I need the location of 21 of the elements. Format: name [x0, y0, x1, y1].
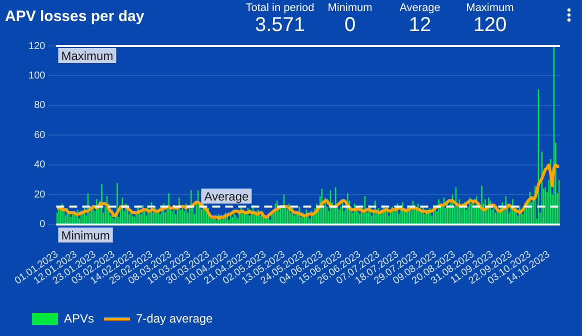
text: 120 — [472, 14, 508, 36]
legend-label: APVs — [64, 311, 94, 326]
text: 0 — [343, 14, 357, 36]
y-tick-label: 100 — [28, 70, 46, 82]
y-tick-label: 40 — [34, 160, 46, 171]
y-tick-label: 120 — [28, 40, 46, 52]
text: Average — [398, 2, 442, 14]
text: Minimum — [326, 2, 374, 14]
text: Total in period — [245, 2, 315, 14]
ref-line-label: Minimum — [61, 228, 110, 242]
y-tick-label: 80 — [34, 100, 46, 112]
y-tick-label: 60 — [34, 130, 46, 141]
chart-title: APV losses per day — [5, 8, 144, 25]
legend-label: 7-day average — [136, 311, 214, 326]
ref-line-label: Average — [204, 189, 250, 204]
y-tick-label: 20 — [34, 189, 46, 200]
y-tick-label: 0 — [40, 219, 46, 230]
text: 3.571 — [254, 14, 306, 36]
text: Maximum — [465, 2, 515, 14]
ref-line-label: Maximum — [61, 48, 114, 63]
text: 12 — [408, 14, 432, 36]
